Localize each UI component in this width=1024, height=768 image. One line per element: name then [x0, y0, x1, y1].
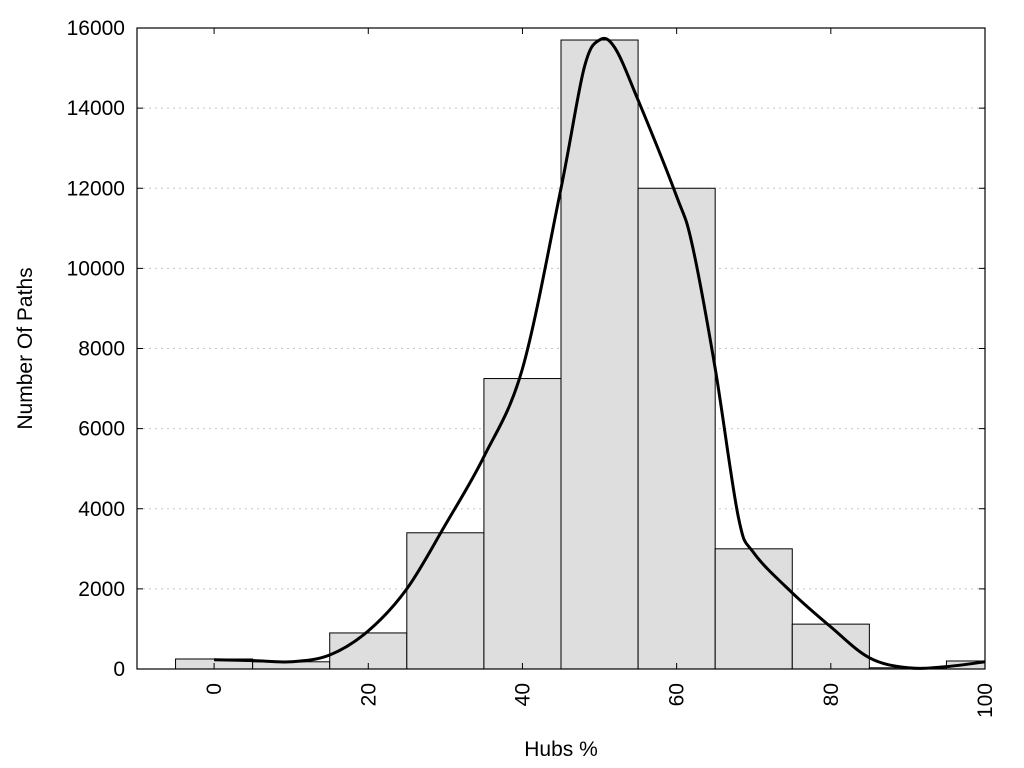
y-tick-label: 14000: [67, 97, 125, 120]
x-tick-label: 0: [203, 683, 226, 695]
y-tick-label: 0: [113, 658, 125, 681]
x-tick-labels: 0 20 40 60 80 100: [203, 683, 997, 718]
y-tick-labels: 0 2000 4000 6000 8000 10000 12000 14000 16000: [67, 17, 125, 681]
y-tick-label: 6000: [78, 418, 125, 441]
bar: [714, 548, 793, 670]
y-tick-label: 12000: [67, 177, 125, 200]
x-tick-label: 40: [511, 683, 534, 706]
x-tick-label: 60: [666, 683, 689, 706]
y-tick-label: 16000: [67, 17, 125, 40]
y-axis-title: Number Of Paths: [14, 267, 37, 429]
bar: [483, 378, 562, 670]
y-tick-label: 2000: [78, 578, 125, 601]
bar: [637, 187, 716, 670]
density-curve: [214, 36, 986, 670]
y-tick-label: 8000: [78, 338, 125, 361]
bar: [791, 623, 870, 670]
y-tick-label: 10000: [67, 257, 125, 280]
bar: [329, 632, 408, 670]
x-tick-label: 80: [820, 683, 843, 706]
tick-marks: [137, 27, 986, 670]
bars: [175, 39, 986, 670]
y-tick-label: 4000: [78, 498, 125, 521]
x-tick-label: 20: [357, 683, 380, 706]
x-tick-label: 100: [974, 683, 997, 718]
bar: [406, 532, 485, 670]
x-axis-title: Hubs %: [524, 738, 598, 761]
